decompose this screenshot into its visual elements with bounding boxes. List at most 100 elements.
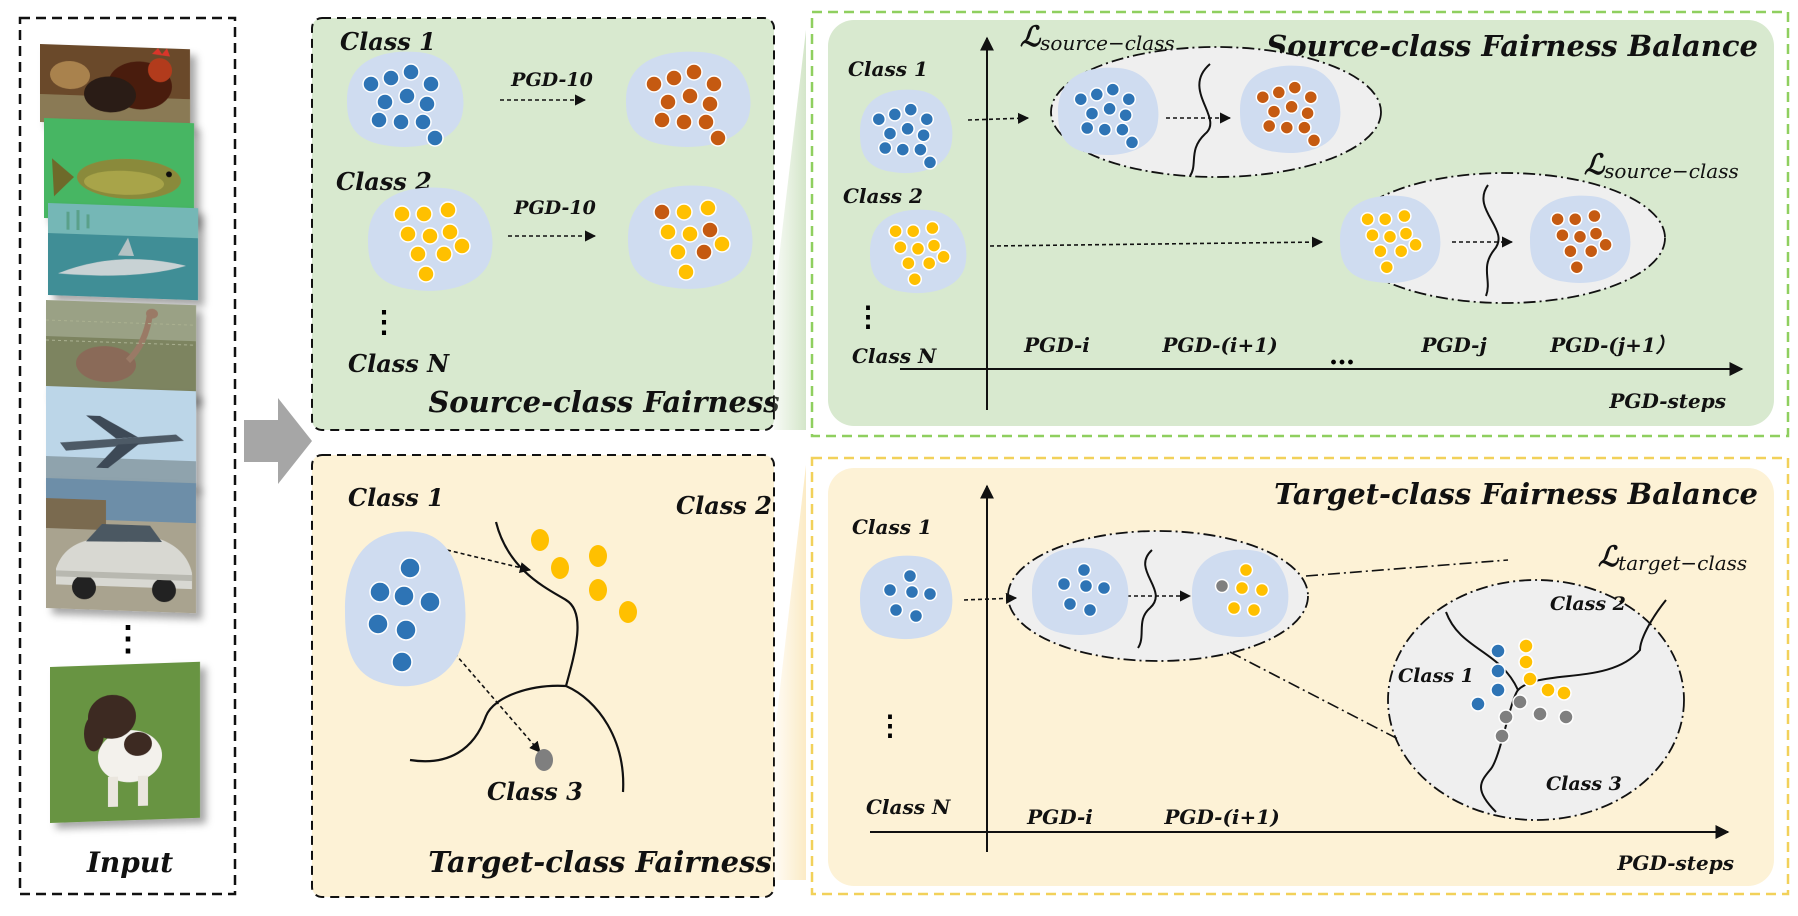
- decision-boundary: [409, 684, 567, 763]
- car-photo: [46, 478, 196, 614]
- sample-dot: [1408, 237, 1423, 253]
- sb-tick-2: PGD-(i+1): [1161, 333, 1277, 357]
- sample-dot: [370, 111, 388, 129]
- sample-dot: [1572, 229, 1588, 245]
- sample-dot: [713, 235, 731, 253]
- sample-dot: [893, 239, 908, 255]
- input-panel: ⋮ Input: [18, 16, 237, 896]
- sample-dot: [1303, 89, 1319, 105]
- sample-dot: [1078, 578, 1094, 594]
- sample-dot: [701, 221, 719, 239]
- sample-dot: [882, 582, 898, 598]
- sample-dot: [1082, 602, 1098, 618]
- sample-dot: [653, 203, 671, 221]
- sample-dot: [382, 69, 400, 87]
- sample-dot: [1490, 682, 1506, 698]
- sample-dot: [1556, 685, 1572, 701]
- sample-dot: [900, 121, 915, 137]
- decision-boundary: [494, 521, 625, 793]
- flow-arrow-icon: [244, 398, 312, 484]
- sample-dot: [402, 63, 420, 81]
- sample-dot: [1522, 671, 1538, 687]
- sample-dot: [1306, 133, 1322, 148]
- source-balance-panel: Source-class Fairness Balance ℒsource−cl…: [810, 10, 1790, 438]
- source-classN-label: Class N: [348, 349, 450, 378]
- sample-dot: [1377, 211, 1393, 227]
- sample-dot: [1255, 89, 1271, 105]
- sample-dot: [905, 223, 921, 239]
- tb-dots: ⋮: [876, 709, 904, 742]
- sample-dot: [1284, 99, 1299, 115]
- sample-dot: [936, 249, 951, 265]
- sample-dot: [675, 113, 693, 131]
- sample-dot: [367, 613, 389, 635]
- zoom-ellipse-4: [1387, 579, 1685, 821]
- sample-dot: [887, 107, 903, 122]
- input-label: Input: [86, 846, 173, 879]
- sample-dot: [659, 223, 677, 241]
- sample-dot: [1102, 101, 1117, 117]
- cluster-blob: [860, 555, 953, 640]
- sample-dot: [895, 142, 911, 157]
- sample-dot: [589, 545, 607, 567]
- sample-dot: [910, 241, 926, 257]
- sample-dot: [669, 243, 687, 261]
- boundary-curve: [1445, 599, 1667, 692]
- target-class3-label: Class 3: [487, 777, 583, 806]
- target-fairness-panel: Class 1 Class 2 Class 3 Target-class Fai…: [311, 454, 775, 898]
- sample-dot: [1271, 85, 1287, 100]
- zoom-line: [1305, 559, 1509, 577]
- sample-dot: [699, 199, 717, 217]
- sample-dot: [902, 568, 918, 584]
- boundary-curve: [1480, 689, 1519, 813]
- target-fairness-title: Target-class Fairness: [428, 845, 772, 879]
- sample-dot: [376, 93, 394, 111]
- target-class1-label: Class 1: [348, 483, 444, 512]
- sample-dot: [1360, 211, 1375, 227]
- sample-dot: [369, 581, 391, 603]
- sample-dot: [393, 205, 411, 223]
- target-balance-panel: Target-class Fairness Balance ℒtarget−cl…: [810, 456, 1790, 896]
- sb-arrow: [967, 112, 1030, 124]
- sample-dot: [399, 225, 417, 243]
- sample-dot: [677, 263, 695, 281]
- sb-tick-5: PGD-(j+1）: [1549, 333, 1676, 357]
- sb-tick-3: …: [1329, 341, 1355, 371]
- source-fairness-title: Source-class Fairness: [428, 385, 779, 419]
- target-class2-label: Class 2: [676, 491, 772, 520]
- sample-dot: [1266, 104, 1282, 119]
- sample-dot: [391, 651, 413, 673]
- zoom-line: [1229, 651, 1401, 741]
- sample-dot: [418, 95, 436, 113]
- sample-dot: [419, 591, 441, 613]
- sample-dot: [1062, 596, 1078, 612]
- sample-dot: [417, 265, 435, 283]
- sample-dot: [399, 557, 421, 579]
- source-balance-title: Source-class Fairness Balance: [1266, 29, 1758, 63]
- sample-dot: [925, 220, 940, 236]
- sample-dot: [1555, 227, 1570, 243]
- sample-dot: [685, 63, 703, 81]
- tb-tick-1: PGD-i: [1026, 805, 1093, 829]
- source-loss-label-1: ℒsource−class: [1020, 20, 1175, 55]
- sample-dot: [919, 111, 935, 127]
- fish-photo: [44, 118, 194, 224]
- attack-arrow-class3: [449, 647, 541, 753]
- sample-dot: [697, 113, 715, 131]
- sample-dot: [415, 205, 433, 223]
- sample-dot: [1588, 226, 1604, 241]
- sb-arrow: [989, 236, 1324, 248]
- sample-dot: [409, 245, 427, 263]
- sample-dot: [1105, 82, 1121, 97]
- source-dots: ⋮: [369, 305, 399, 340]
- dog-photo: [50, 661, 200, 823]
- ostrich-photo: [46, 300, 196, 401]
- source-class1-label: Class 1: [340, 27, 436, 56]
- sample-dot: [1518, 638, 1534, 654]
- sample-dot: [1079, 120, 1095, 136]
- sample-dot: [1518, 654, 1534, 670]
- boundary-curve: [1189, 63, 1212, 177]
- sample-dot: [393, 585, 415, 607]
- sample-dot: [922, 155, 938, 170]
